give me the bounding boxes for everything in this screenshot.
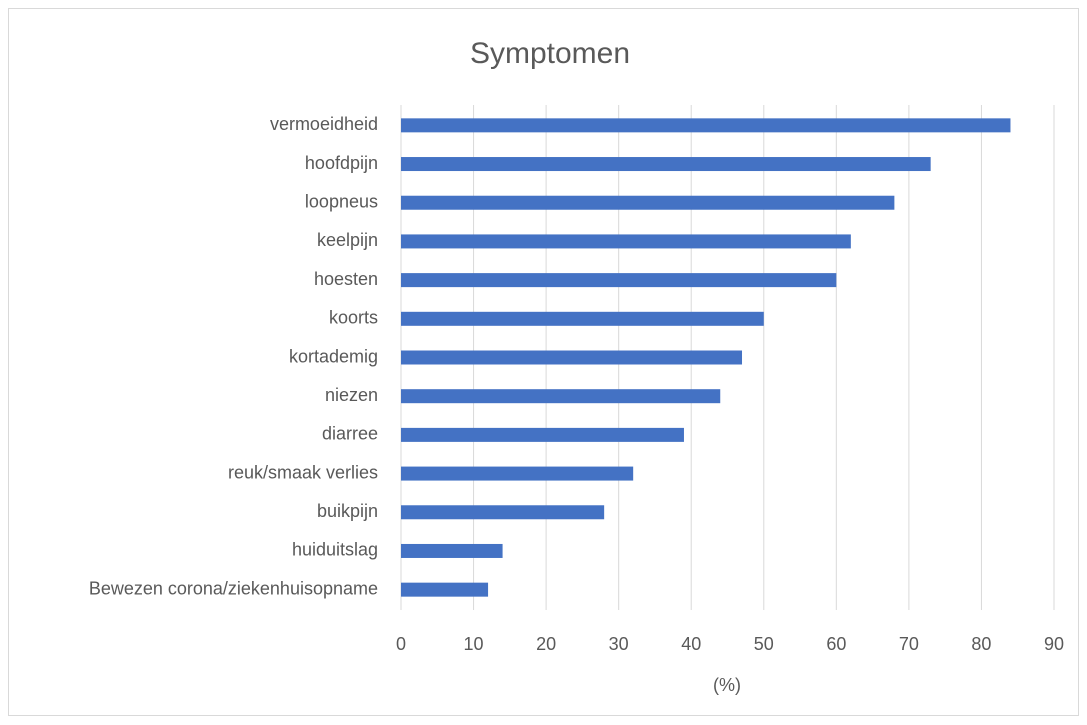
bar [401, 234, 851, 249]
x-tick-label: 60 [826, 634, 846, 654]
y-tick-label: loopneus [305, 191, 378, 211]
y-tick-label: buikpijn [317, 501, 378, 521]
bar [401, 543, 503, 558]
y-tick-label: hoesten [314, 269, 378, 289]
y-tick-label: vermoeidheid [270, 114, 378, 134]
x-tick-label: 70 [899, 634, 919, 654]
x-tick-label: 80 [971, 634, 991, 654]
y-tick-label: koorts [329, 308, 378, 328]
bar [401, 582, 489, 597]
x-tick-label: 50 [754, 634, 774, 654]
bar [401, 389, 721, 404]
y-tick-label: kortademig [289, 346, 378, 366]
x-tick-label: 0 [396, 634, 406, 654]
bar [401, 273, 837, 288]
bar [401, 195, 895, 210]
bar [401, 427, 684, 442]
x-tick-label: 90 [1044, 634, 1064, 654]
y-tick-label: huiduitslag [292, 540, 378, 560]
y-tick-label: Bewezen corona/ziekenhuisopname [89, 578, 378, 598]
chart-title: Symptomen [470, 37, 630, 70]
x-tick-label: 20 [536, 634, 556, 654]
y-tick-label: keelpijn [317, 230, 378, 250]
y-tick-label: hoofdpijn [305, 153, 378, 173]
y-tick-label: reuk/smaak verlies [228, 462, 378, 482]
y-tick-label: diarree [322, 424, 378, 444]
x-axis-label: (%) [713, 675, 741, 695]
x-tick-label: 30 [609, 634, 629, 654]
bar [401, 118, 1011, 133]
bar [401, 311, 764, 326]
x-tick-label: 40 [681, 634, 701, 654]
bar [401, 350, 743, 365]
y-tick-label: niezen [325, 385, 378, 405]
bar [401, 466, 634, 481]
bar [401, 157, 931, 172]
x-tick-label: 10 [464, 634, 484, 654]
bar [401, 505, 605, 520]
